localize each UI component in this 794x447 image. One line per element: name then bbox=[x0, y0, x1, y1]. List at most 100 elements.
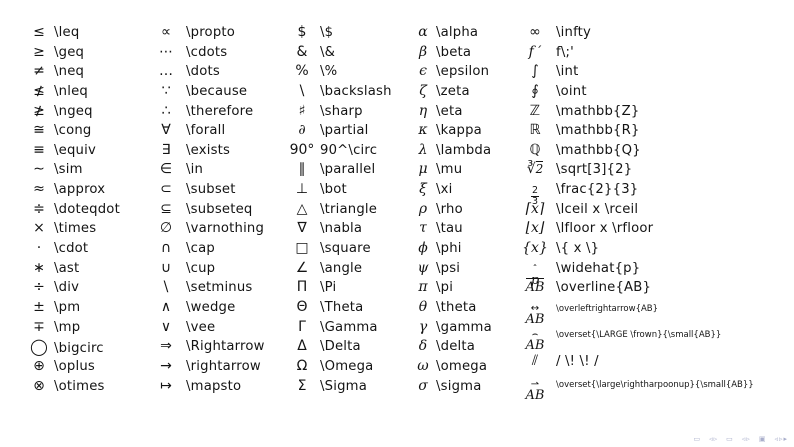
symbol-row: Θ \Theta bbox=[284, 300, 410, 320]
latex-command: \% bbox=[320, 64, 338, 80]
symbol-row: σ \sigma bbox=[410, 379, 514, 399]
latex-command: \omega bbox=[436, 358, 488, 374]
symbol-row: % \% bbox=[284, 64, 410, 84]
symbol-row: ≤ \leq bbox=[24, 25, 146, 45]
math-symbol: ≈ bbox=[33, 181, 45, 198]
nav-icon[interactable]: ▭ bbox=[693, 435, 702, 443]
math-symbol: κ bbox=[418, 122, 428, 139]
math-symbol: · bbox=[36, 240, 42, 257]
nav-icon[interactable]: ◃▹ bbox=[709, 435, 719, 443]
symbol-row: ≑ \doteqdot bbox=[24, 202, 146, 222]
symbol-row: ⫽ / \! \! / bbox=[514, 354, 790, 376]
math-symbol: % bbox=[295, 63, 309, 80]
latex-command: \Delta bbox=[320, 339, 361, 355]
symbol-column-4: α \alpha β \beta ϵ \epsilon ζ \zeta η \eta κ \kappa… bbox=[410, 25, 514, 400]
beamer-navigation-bar[interactable]: ▭ ◃▹ ▭ ◃▹ ▣ ◃▹▸ bbox=[694, 436, 788, 443]
latex-command: \Pi bbox=[320, 280, 337, 296]
math-symbol: ⌢ AB bbox=[514, 326, 556, 352]
latex-command: \propto bbox=[186, 25, 236, 40]
symbol-row: ≠ \neq bbox=[24, 64, 146, 84]
latex-command: \$ bbox=[320, 25, 334, 40]
latex-command: \ast bbox=[54, 260, 80, 276]
math-symbol: ∃ bbox=[161, 141, 171, 158]
math-symbol: α bbox=[418, 24, 428, 40]
latex-command: \psi bbox=[436, 260, 461, 276]
symbol-row: ∠ \angle bbox=[284, 261, 410, 281]
symbol-row: ⌢ AB \overset{\LARGE \frown}{\small{AB}} bbox=[514, 326, 790, 354]
latex-command: \because bbox=[186, 83, 248, 99]
math-symbol: f ′ bbox=[528, 43, 542, 60]
symbol-row: η \eta bbox=[410, 104, 514, 124]
latex-command: \beta bbox=[436, 44, 472, 60]
math-symbol: ∴ bbox=[161, 102, 171, 119]
math-symbol: ≡ bbox=[33, 141, 45, 158]
symbol-row: ∪ \cup bbox=[146, 261, 284, 281]
math-symbol: □ bbox=[295, 240, 309, 257]
math-symbol: △ bbox=[296, 200, 308, 217]
latex-command: \cap bbox=[186, 241, 215, 257]
nav-icon[interactable]: ▣ bbox=[758, 435, 767, 443]
math-symbol: ∅ bbox=[159, 220, 173, 237]
math-symbol: {x} bbox=[522, 240, 548, 257]
latex-command: \pm bbox=[54, 299, 81, 315]
symbol-row: · \cdot bbox=[24, 241, 146, 261]
math-symbol: ≠ bbox=[33, 63, 45, 80]
latex-command: \neq bbox=[54, 64, 85, 80]
overline-symbol: AB bbox=[525, 278, 545, 296]
latex-command: \therefore bbox=[186, 103, 254, 119]
symbol-row: ∂ \partial bbox=[284, 123, 410, 143]
math-symbol: η bbox=[418, 102, 428, 119]
latex-command: \mu bbox=[436, 162, 463, 178]
latex-command: \delta bbox=[436, 339, 476, 355]
symbol-row: ∩ \cap bbox=[146, 241, 284, 261]
latex-command: f\;' bbox=[556, 44, 574, 60]
overset-symbol: ↔ AB bbox=[526, 303, 545, 326]
math-symbol: ∂ bbox=[298, 122, 306, 139]
nav-icon[interactable]: ◃▹ bbox=[741, 435, 751, 443]
symbol-row: ± \pm bbox=[24, 300, 146, 320]
math-symbol: ∞ bbox=[529, 24, 541, 40]
latex-command: \times bbox=[54, 221, 97, 237]
latex-command: \Rightarrow bbox=[186, 339, 265, 355]
nav-icon[interactable]: ▭ bbox=[726, 435, 734, 443]
math-symbol: ≤ bbox=[33, 24, 45, 40]
symbol-row: □ \square bbox=[284, 241, 410, 261]
math-symbol: ≅ bbox=[33, 122, 45, 139]
latex-command: \setminus bbox=[186, 280, 253, 296]
math-symbol: ρ bbox=[418, 200, 428, 217]
symbol-row: ∨ \vee bbox=[146, 320, 284, 340]
symbol-row: ∮ \oint bbox=[514, 84, 790, 104]
symbol-row: τ \tau bbox=[410, 221, 514, 241]
latex-command: \epsilon bbox=[436, 64, 490, 80]
symbol-row: ∞ \infty bbox=[514, 25, 790, 45]
symbol-row: $ \$ bbox=[284, 25, 410, 45]
math-symbol: ⌊x⌋ bbox=[525, 220, 545, 237]
latex-command: \partial bbox=[320, 123, 369, 139]
latex-command: \mathbb{Q} bbox=[556, 142, 641, 158]
symbol-row: ⌈x⌉ \lceil x \rceil bbox=[514, 202, 790, 222]
math-symbol: Δ bbox=[297, 338, 307, 355]
symbol-row: β \beta bbox=[410, 45, 514, 65]
math-symbol: ≱ bbox=[33, 102, 45, 119]
symbol-row: \ \setminus bbox=[146, 280, 284, 300]
math-symbol: π bbox=[418, 279, 428, 296]
latex-command: \frac{2}{3} bbox=[556, 182, 639, 198]
symbol-row: 2 3 \frac{2}{3} bbox=[514, 182, 790, 206]
math-symbol: ∝ bbox=[160, 24, 171, 40]
nav-icon[interactable]: ◃▹▸ bbox=[774, 435, 788, 443]
symbol-row: 90° 90^\circ bbox=[284, 143, 410, 163]
latex-command: \zeta bbox=[436, 83, 470, 99]
math-symbol: ⇀ AB bbox=[514, 376, 556, 402]
math-symbol: μ bbox=[418, 161, 428, 178]
latex-command: \overset{\large\rightharpoonup}{\small{A… bbox=[556, 379, 754, 390]
math-symbol: λ bbox=[418, 141, 428, 158]
symbol-row: × \times bbox=[24, 221, 146, 241]
symbol-row: ∵ \because bbox=[146, 84, 284, 104]
latex-command: \pi bbox=[436, 280, 454, 296]
math-symbol: γ bbox=[418, 318, 428, 335]
latex-command: \lambda bbox=[436, 142, 492, 158]
latex-command: \theta bbox=[436, 299, 477, 315]
latex-command: \oplus bbox=[54, 358, 95, 374]
math-symbol: θ bbox=[418, 298, 428, 315]
